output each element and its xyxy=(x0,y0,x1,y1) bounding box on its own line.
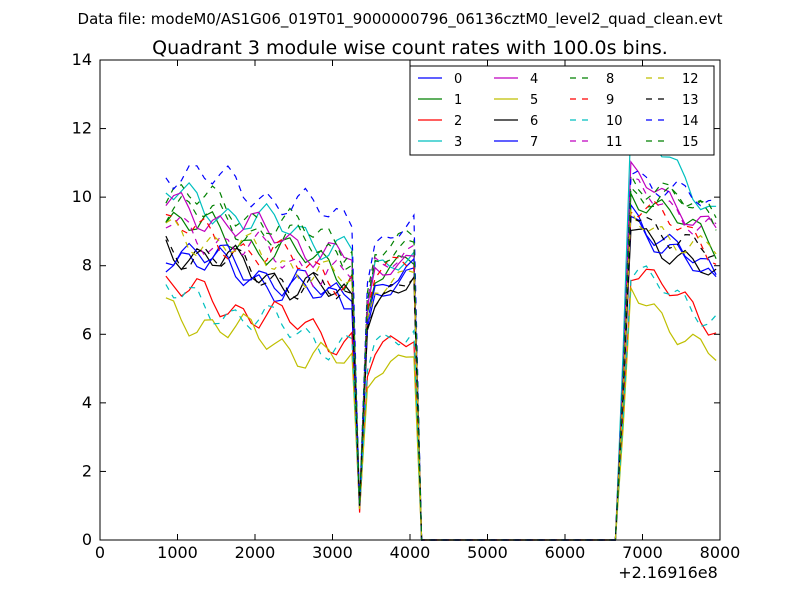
y-tick-label: 2 xyxy=(82,461,92,480)
x-tick-label: 3000 xyxy=(312,543,353,562)
y-tick-label: 4 xyxy=(82,393,92,412)
legend-label: 5 xyxy=(530,93,538,108)
y-tick-label: 14 xyxy=(72,50,92,69)
y-tick-label: 6 xyxy=(82,324,92,343)
x-tick-label: 6000 xyxy=(545,543,586,562)
x-tick-label: 4000 xyxy=(390,543,431,562)
legend-label: 8 xyxy=(606,72,614,87)
legend-label: 14 xyxy=(682,114,699,129)
series-line-15 xyxy=(165,185,717,541)
legend-label: 10 xyxy=(606,114,623,129)
legend-label: 3 xyxy=(454,135,462,150)
legend-label: 12 xyxy=(682,72,699,87)
legend-label: 7 xyxy=(530,135,538,150)
legend-label: 2 xyxy=(454,114,462,129)
legend-label: 6 xyxy=(530,114,538,129)
legend-frame xyxy=(409,65,715,156)
x-tick-label: 5000 xyxy=(467,543,508,562)
y-tick-label: 0 xyxy=(82,530,92,549)
y-tick-label: 12 xyxy=(72,119,92,138)
data-file-suptitle: Data file: modeM0/AS1G06_019T01_90000007… xyxy=(78,10,723,29)
legend-label: 4 xyxy=(530,72,538,87)
x-tick-label: 7000 xyxy=(622,543,663,562)
x-tick-label: 2000 xyxy=(235,543,276,562)
x-tick-label: 8000 xyxy=(700,543,741,562)
legend-label: 0 xyxy=(454,72,462,87)
y-tick-label: 10 xyxy=(72,187,92,206)
x-axis-ticks: 0 1000 2000 3000 4000 5000 6000 7000 8000 xyxy=(95,60,740,562)
legend-label: 1 xyxy=(454,93,462,108)
x-tick-label: 0 xyxy=(95,543,105,562)
x-tick-label: 1000 xyxy=(157,543,198,562)
legend-label: 9 xyxy=(606,93,614,108)
x-axis-offset-label: +2.16916e8 xyxy=(618,563,718,582)
chart-title: Quadrant 3 module wise count rates with … xyxy=(152,37,668,59)
legend-label: 15 xyxy=(682,135,699,150)
legend-label: 13 xyxy=(682,93,699,108)
y-tick-label: 8 xyxy=(82,256,92,275)
legend-label: 11 xyxy=(606,135,623,150)
